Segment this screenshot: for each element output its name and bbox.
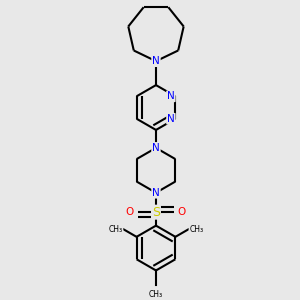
Text: O: O [178, 207, 186, 217]
Text: N: N [152, 143, 160, 153]
Text: N: N [152, 188, 160, 198]
Text: S: S [152, 206, 160, 219]
Text: CH₃: CH₃ [149, 290, 163, 299]
Text: O: O [126, 207, 134, 217]
Text: N: N [152, 56, 160, 66]
Text: CH₃: CH₃ [189, 225, 203, 234]
Text: CH₃: CH₃ [109, 225, 123, 234]
Text: N: N [167, 91, 175, 101]
Text: N: N [167, 114, 175, 124]
